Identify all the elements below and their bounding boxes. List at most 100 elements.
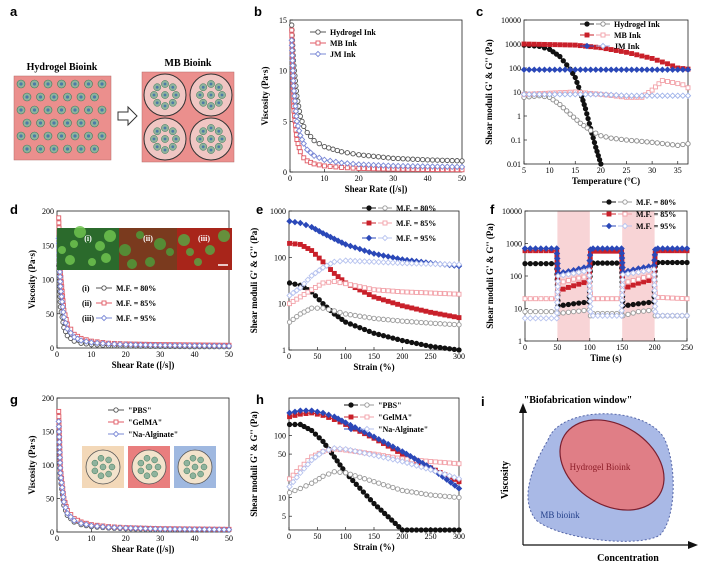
x-tick-label: 0 xyxy=(287,532,291,541)
legend-label: MB Ink xyxy=(330,39,357,48)
x-tick-label: 10 xyxy=(87,534,95,543)
data-point xyxy=(679,259,685,266)
y-tick-label: 0 xyxy=(50,528,54,537)
data-point xyxy=(546,66,553,73)
legend-marker xyxy=(347,425,355,433)
data-point xyxy=(380,287,386,293)
data-point xyxy=(551,91,558,98)
y-tick-label: 100 xyxy=(42,276,54,285)
data-point xyxy=(331,454,337,460)
data-point xyxy=(625,311,631,318)
data-point xyxy=(371,500,377,507)
legend-marker xyxy=(113,419,119,425)
data-point xyxy=(308,223,315,231)
data-point xyxy=(442,312,448,318)
data-point xyxy=(574,79,580,86)
data-point xyxy=(603,134,609,140)
legend-marker xyxy=(600,32,606,38)
data-point xyxy=(640,268,647,275)
data-point xyxy=(581,307,587,314)
data-point xyxy=(321,144,328,150)
data-point xyxy=(371,330,377,336)
plot-frame xyxy=(289,19,463,173)
data-point xyxy=(593,144,599,150)
data-point xyxy=(301,123,307,130)
data-point xyxy=(331,270,337,276)
data-point xyxy=(375,258,382,266)
data-point xyxy=(380,162,387,169)
data-point xyxy=(554,299,561,306)
data-point xyxy=(289,478,297,486)
data-point xyxy=(595,260,601,266)
process-arrow xyxy=(117,105,138,127)
data-point xyxy=(62,504,69,511)
data-point xyxy=(442,345,448,351)
data-point xyxy=(99,340,107,347)
data-point xyxy=(664,312,671,319)
legend-marker xyxy=(364,414,370,420)
data-point xyxy=(300,465,308,472)
data-point xyxy=(436,469,444,477)
data-point xyxy=(674,312,681,319)
x-tick-label: 20 xyxy=(355,174,363,183)
data-point xyxy=(674,92,681,99)
data-point xyxy=(543,308,549,315)
y-tick-label: 0.1 xyxy=(511,136,521,145)
data-point xyxy=(343,281,349,287)
data-point xyxy=(577,66,584,73)
legend-label: M.F. = 95% xyxy=(636,222,676,231)
data-point xyxy=(355,161,363,168)
data-point xyxy=(596,157,603,163)
data-point xyxy=(211,342,218,350)
data-point xyxy=(321,156,328,164)
data-point xyxy=(409,527,415,533)
data-point xyxy=(536,66,543,73)
data-point xyxy=(414,306,419,312)
x-tick-label: 30 xyxy=(156,534,164,543)
data-point xyxy=(371,294,377,300)
data-point xyxy=(56,215,62,221)
micrograph-insets: (i) (ii) (iii) xyxy=(57,226,232,270)
data-point xyxy=(152,341,159,349)
legend-label: "Na-Alginate" xyxy=(378,425,428,434)
data-point xyxy=(83,521,90,528)
data-point xyxy=(415,156,421,163)
data-point xyxy=(635,301,642,307)
hydrogel-cells xyxy=(16,79,107,154)
data-point xyxy=(543,296,549,302)
data-point xyxy=(70,517,78,524)
data-point xyxy=(618,92,625,99)
data-point xyxy=(548,315,555,322)
data-point xyxy=(385,155,391,161)
legend-marker xyxy=(363,425,371,433)
data-point xyxy=(309,248,315,254)
data-point xyxy=(294,137,300,143)
legend-marker xyxy=(584,21,590,27)
data-point xyxy=(684,66,692,73)
data-point xyxy=(289,32,295,38)
data-point xyxy=(399,318,405,324)
data-point xyxy=(423,320,429,326)
data-point xyxy=(384,455,392,462)
data-point xyxy=(532,308,539,315)
data-point xyxy=(599,312,606,319)
data-point xyxy=(646,299,652,306)
data-point xyxy=(432,527,439,533)
data-point xyxy=(403,459,411,467)
data-point xyxy=(370,250,378,257)
data-point xyxy=(582,66,589,73)
data-point xyxy=(357,485,363,491)
legend-marker xyxy=(606,199,612,205)
series-3 xyxy=(522,248,690,294)
data-point xyxy=(521,315,529,322)
legend: "PBS" "GelMA" "Na-Alginate" xyxy=(344,401,428,434)
data-point xyxy=(105,524,112,531)
data-point xyxy=(656,81,662,87)
data-point xyxy=(538,260,544,267)
data-point xyxy=(312,225,319,233)
data-point xyxy=(400,156,406,162)
y-tick-label: 1000 xyxy=(270,207,286,216)
x-axis-label: Shear Rate ([/s]) xyxy=(345,184,408,194)
data-point xyxy=(390,484,396,491)
